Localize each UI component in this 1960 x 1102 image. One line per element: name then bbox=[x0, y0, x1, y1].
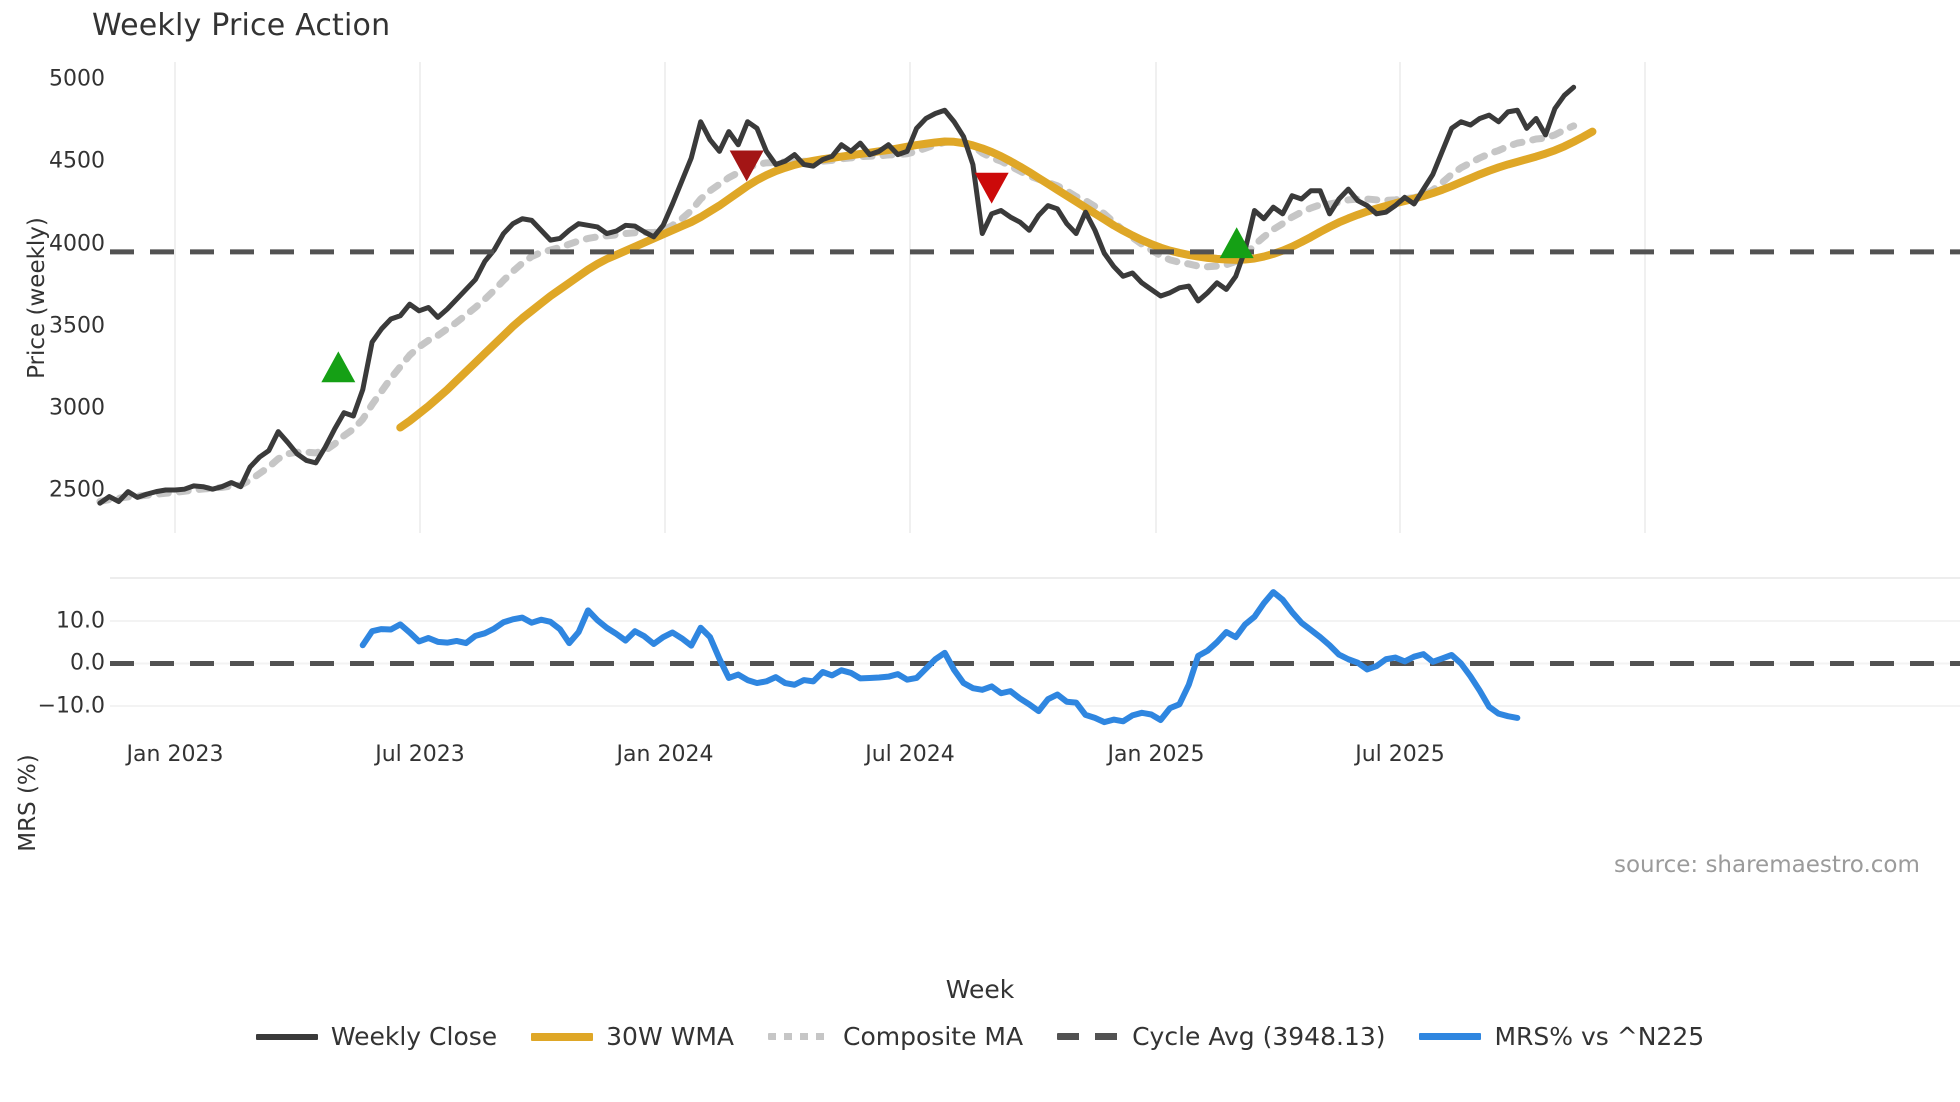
legend-swatch-icon bbox=[531, 1032, 594, 1041]
xtick-jul-2023: Jul 2023 bbox=[375, 742, 465, 767]
legend-swatch-icon bbox=[1057, 1033, 1120, 1040]
legend-label: Composite MA bbox=[843, 1022, 1024, 1051]
xtick-jul-2024: Jul 2024 bbox=[865, 742, 955, 767]
price-ytick-4500: 4500 bbox=[49, 148, 105, 174]
series-mrs-percent bbox=[359, 589, 1521, 726]
legend-item[interactable]: Cycle Avg (3948.13) bbox=[1057, 1022, 1385, 1051]
legend-item[interactable]: Composite MA bbox=[768, 1022, 1023, 1051]
price-ytick-3000: 3000 bbox=[49, 395, 105, 421]
source-watermark: source: sharemaestro.com bbox=[1614, 852, 1920, 878]
legend-item[interactable]: MRS% vs ^N225 bbox=[1419, 1022, 1704, 1051]
legend-swatch-icon bbox=[255, 1033, 318, 1040]
sell-signal-marker bbox=[729, 150, 764, 182]
price-panel-series bbox=[96, 84, 1960, 506]
series-composite-ma bbox=[96, 122, 1578, 506]
legend-label: MRS% vs ^N225 bbox=[1494, 1022, 1705, 1051]
xtick-jan-2024: Jan 2024 bbox=[616, 742, 714, 767]
xtick-jul-2025: Jul 2025 bbox=[1355, 742, 1445, 767]
legend-label: Cycle Avg (3948.13) bbox=[1132, 1022, 1386, 1051]
legend-swatch-icon bbox=[768, 1033, 831, 1040]
buy-signal-marker bbox=[321, 351, 356, 383]
chart-legend: Weekly Close 30W WMA Composite MA Cycle Avg… bbox=[0, 1022, 1960, 1051]
grid-lines bbox=[110, 62, 1960, 707]
mrs-panel-series bbox=[110, 589, 1960, 726]
price-ytick-4000: 4000 bbox=[49, 231, 105, 257]
legend-swatch-icon bbox=[1419, 1033, 1482, 1040]
xtick-jan-2025: Jan 2025 bbox=[1107, 742, 1205, 767]
mrs-ytick-0: 0.0 bbox=[70, 650, 105, 676]
price-ytick-5000: 5000 bbox=[49, 66, 105, 92]
legend-item[interactable]: 30W WMA bbox=[531, 1022, 734, 1051]
series-weekly-close bbox=[97, 84, 1577, 506]
page-title: Weekly Price Action bbox=[92, 8, 391, 43]
signal-markers bbox=[321, 150, 1254, 383]
price-ytick-2500: 2500 bbox=[49, 477, 105, 503]
mrs-ytick-neg10: −10.0 bbox=[37, 693, 105, 719]
sell-signal-marker bbox=[974, 172, 1009, 204]
x-axis-label: Week bbox=[945, 975, 1015, 1004]
xtick-jan-2023: Jan 2023 bbox=[126, 742, 224, 767]
buy-signal-marker bbox=[1219, 227, 1254, 259]
legend-label: 30W WMA bbox=[606, 1022, 735, 1051]
price-ytick-3500: 3500 bbox=[49, 313, 105, 339]
legend-label: Weekly Close bbox=[330, 1022, 498, 1051]
legend-item[interactable]: Weekly Close bbox=[255, 1022, 498, 1051]
mrs-ytick-10: 10.0 bbox=[56, 608, 105, 634]
